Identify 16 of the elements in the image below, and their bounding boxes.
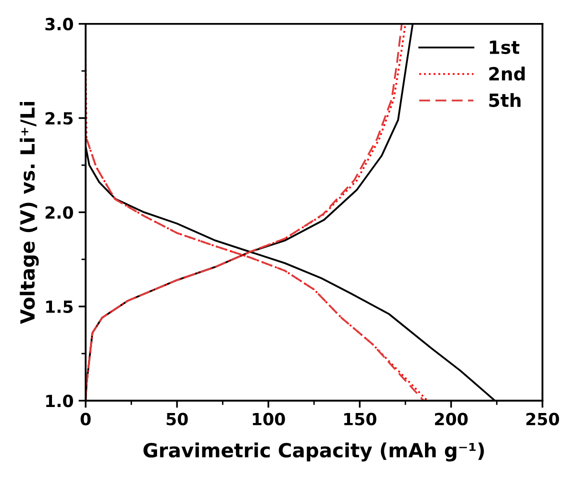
x-tick-label: 100 xyxy=(252,412,285,426)
y-tick-label: 2.0 xyxy=(46,206,74,219)
x-tick-label: 50 xyxy=(166,412,188,426)
y-tick-label: 2.5 xyxy=(46,112,73,125)
y-axis-title: Voltage (V) vs. Li⁺/Li xyxy=(20,102,39,324)
y-tick-label: 1.0 xyxy=(46,394,74,408)
x-tick-label: 200 xyxy=(435,412,468,426)
legend-label: 5th xyxy=(489,93,520,108)
legend-label: 1st xyxy=(490,40,520,54)
x-axis-title: Gravimetric Capacity (mAh g⁻¹) xyxy=(143,442,484,462)
y-tick-label: 1.5 xyxy=(46,300,73,314)
x-tick-label: 0 xyxy=(80,412,91,426)
x-tick-label: 150 xyxy=(344,412,376,426)
legend-label: 2nd xyxy=(489,66,525,81)
y-tick-label: 3.0 xyxy=(45,18,74,30)
x-tick-label: 250 xyxy=(526,412,560,426)
